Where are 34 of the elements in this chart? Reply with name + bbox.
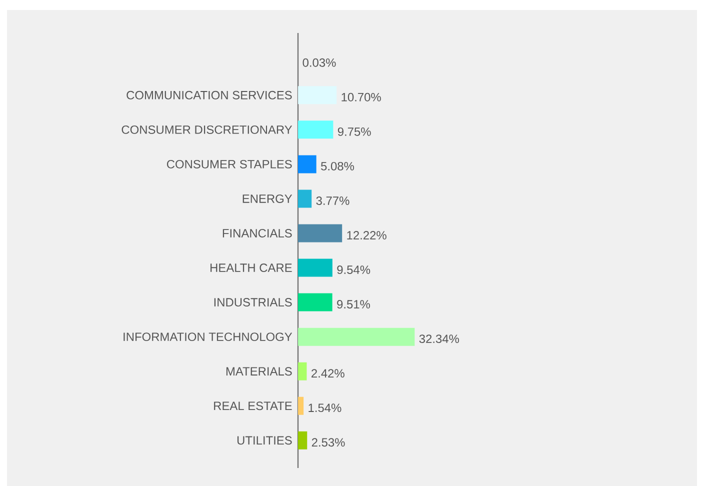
data-label: 0.03%: [302, 58, 336, 67]
bar: [298, 431, 308, 450]
y-tick-label: HEALTH CARE: [210, 264, 292, 272]
bar: [298, 224, 342, 242]
bar: [298, 258, 332, 277]
bar: [298, 190, 312, 208]
y-tick-label: UTILITIES: [237, 436, 292, 445]
data-label: 12.22%: [347, 231, 386, 240]
bar: [298, 86, 337, 104]
data-label: 2.53%: [312, 438, 345, 447]
bar: [298, 293, 332, 312]
data-label: 32.34%: [419, 334, 459, 344]
bar: [298, 328, 415, 346]
data-label: 2.42%: [312, 369, 344, 378]
data-label: 1.54%: [308, 404, 342, 412]
data-label: 3.77%: [316, 196, 350, 205]
y-tick-label: ENERGY: [242, 194, 292, 203]
data-label: 10.70%: [342, 92, 381, 102]
y-tick-label: INFORMATION TECHNOLOGY: [124, 332, 292, 342]
data-label: 5.08%: [321, 162, 354, 170]
y-tick-label: MATERIALS: [226, 367, 292, 376]
bar: [298, 362, 307, 380]
y-tick-label: INDUSTRIALS: [214, 298, 292, 307]
bar: [298, 396, 304, 415]
data-label: 9.54%: [337, 266, 370, 274]
y-tick-label: COMMUNICATION SERVICES: [126, 90, 292, 100]
data-label: 9.75%: [338, 127, 371, 136]
data-label: 9.51%: [337, 300, 370, 309]
bar: [298, 155, 316, 174]
y-tick-label: CONSUMER DISCRETIONARY: [122, 125, 292, 134]
y-tick-label: FINANCIALS: [222, 229, 292, 238]
y-tick-label: REAL ESTATE: [214, 402, 292, 410]
y-tick-label: CONSUMER STAPLES: [166, 160, 292, 168]
bar: [298, 120, 334, 139]
